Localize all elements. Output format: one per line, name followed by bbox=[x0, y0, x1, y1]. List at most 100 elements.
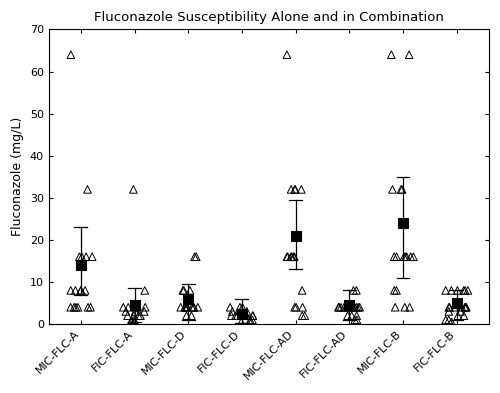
Point bbox=[350, 304, 358, 310]
Point bbox=[352, 287, 360, 294]
Point bbox=[342, 304, 350, 310]
Point bbox=[182, 312, 190, 319]
Point bbox=[340, 304, 348, 310]
Point bbox=[243, 309, 251, 315]
Point bbox=[292, 186, 300, 193]
Point bbox=[228, 309, 236, 315]
Point bbox=[346, 302, 354, 308]
Point bbox=[67, 287, 75, 294]
Point bbox=[398, 186, 406, 193]
Point bbox=[292, 304, 300, 310]
Point bbox=[401, 304, 409, 310]
Point bbox=[402, 253, 410, 260]
Point bbox=[72, 304, 80, 310]
Point bbox=[348, 312, 356, 319]
Point bbox=[287, 253, 295, 260]
Point bbox=[392, 287, 400, 294]
Point bbox=[290, 304, 298, 310]
Point bbox=[402, 253, 409, 260]
Point bbox=[192, 253, 200, 260]
Point bbox=[284, 253, 292, 260]
Point bbox=[176, 304, 184, 310]
Point bbox=[184, 304, 192, 310]
Point bbox=[82, 253, 90, 260]
Point bbox=[182, 304, 190, 310]
Point bbox=[462, 304, 470, 310]
Point bbox=[400, 253, 408, 260]
Point bbox=[334, 304, 342, 310]
Point bbox=[133, 304, 141, 310]
Point bbox=[350, 287, 358, 294]
Point bbox=[454, 312, 462, 319]
Point bbox=[248, 317, 256, 323]
Point bbox=[283, 51, 291, 58]
Point bbox=[242, 312, 250, 319]
Point bbox=[190, 304, 198, 310]
Point bbox=[182, 304, 190, 310]
Point bbox=[236, 304, 244, 310]
Point bbox=[74, 304, 82, 310]
Point bbox=[240, 312, 248, 319]
Point bbox=[392, 253, 400, 260]
Point bbox=[238, 309, 246, 315]
Point bbox=[406, 304, 413, 310]
Point bbox=[130, 319, 138, 325]
Point bbox=[194, 304, 202, 310]
Point bbox=[298, 312, 306, 319]
Point bbox=[134, 312, 142, 319]
Point bbox=[288, 253, 296, 260]
Point bbox=[249, 312, 257, 319]
Point bbox=[356, 304, 364, 310]
Point bbox=[448, 319, 456, 325]
Point bbox=[238, 319, 246, 325]
Point bbox=[179, 287, 187, 294]
Point bbox=[248, 312, 256, 319]
Point bbox=[405, 51, 413, 58]
Point bbox=[242, 312, 250, 319]
Point bbox=[132, 304, 140, 310]
Point bbox=[188, 304, 196, 310]
Point bbox=[288, 253, 296, 260]
Point bbox=[390, 253, 398, 260]
Point bbox=[130, 312, 138, 319]
Point bbox=[335, 304, 343, 310]
Point bbox=[140, 287, 148, 294]
Point bbox=[186, 287, 194, 294]
Point bbox=[184, 296, 192, 302]
Point bbox=[352, 304, 360, 310]
Point bbox=[448, 287, 456, 294]
Point bbox=[120, 304, 128, 310]
Point bbox=[388, 186, 396, 193]
Point bbox=[246, 317, 254, 323]
Point bbox=[78, 253, 86, 260]
Title: Fluconazole Susceptibility Alone and in Combination: Fluconazole Susceptibility Alone and in … bbox=[94, 11, 444, 24]
Point bbox=[456, 309, 464, 315]
Point bbox=[122, 309, 130, 315]
Point bbox=[464, 287, 472, 294]
Point bbox=[354, 304, 362, 310]
Point bbox=[84, 186, 92, 193]
Point bbox=[445, 309, 453, 315]
Point bbox=[298, 287, 306, 294]
Point bbox=[226, 304, 234, 310]
Point bbox=[454, 287, 462, 294]
Point bbox=[399, 220, 407, 226]
Point bbox=[136, 312, 144, 319]
Point bbox=[460, 287, 468, 294]
Point bbox=[188, 312, 196, 319]
Point bbox=[298, 304, 306, 310]
Point bbox=[388, 51, 396, 58]
Point bbox=[77, 287, 85, 294]
Point bbox=[350, 317, 358, 323]
Point bbox=[390, 287, 398, 294]
Point bbox=[77, 287, 85, 294]
Point bbox=[344, 312, 351, 319]
Point bbox=[88, 253, 96, 260]
Point bbox=[391, 304, 399, 310]
Point bbox=[128, 319, 136, 325]
Point bbox=[349, 304, 357, 310]
Point bbox=[290, 253, 298, 260]
Point bbox=[86, 304, 94, 310]
Point bbox=[124, 304, 132, 310]
Point bbox=[130, 302, 138, 308]
